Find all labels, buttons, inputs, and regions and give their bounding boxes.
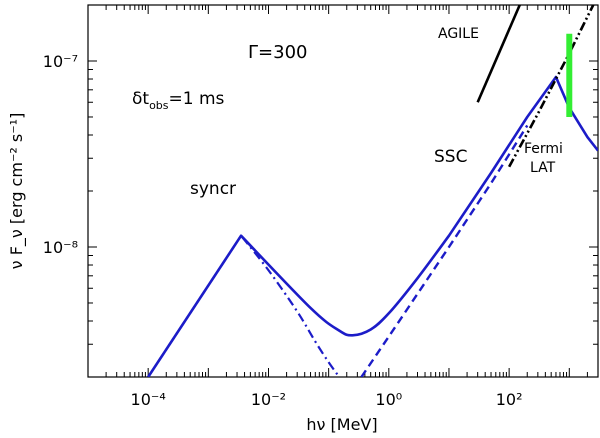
series-layer	[147, 5, 598, 377]
dt-annotation: δtobs=1 ms	[132, 89, 225, 112]
ssc-label: SSC	[434, 147, 467, 167]
gamma-annotation: Γ=300	[248, 42, 307, 63]
series-ssc	[360, 124, 529, 377]
y-tick-label: 10⁻⁷	[43, 52, 78, 71]
dt-subscript: obs	[149, 99, 169, 112]
x-tick-label: 10²	[496, 390, 523, 409]
y-axis-label: ν F_ν [erg cm⁻² s⁻¹]	[7, 113, 27, 270]
dt-symbol: δt	[132, 89, 149, 109]
tick-labels: 10⁻⁴ 10⁻² 10⁰ 10² 10⁻⁸ 10⁻⁷	[43, 52, 523, 409]
x-tick-label: 10⁻²	[251, 390, 286, 409]
dt-value: =1 ms	[169, 89, 225, 109]
x-tick-label: 10⁻⁴	[131, 390, 166, 409]
agile-label: AGILE	[438, 26, 479, 42]
series-agile	[476, 5, 521, 103]
lat-label: LAT	[530, 160, 556, 176]
syncr-label: syncr	[190, 179, 236, 199]
series-total	[147, 75, 598, 377]
x-axis-label: hν [MeV]	[306, 415, 377, 434]
series-syncr	[147, 234, 341, 377]
fermi-label: Fermi	[524, 141, 563, 157]
y-tick-label: 10⁻⁸	[43, 238, 78, 257]
axis-ticks	[87, 4, 599, 378]
x-tick-label: 10⁰	[375, 390, 402, 409]
series-fermi-lat	[507, 5, 595, 168]
plot-frame	[87, 4, 599, 378]
